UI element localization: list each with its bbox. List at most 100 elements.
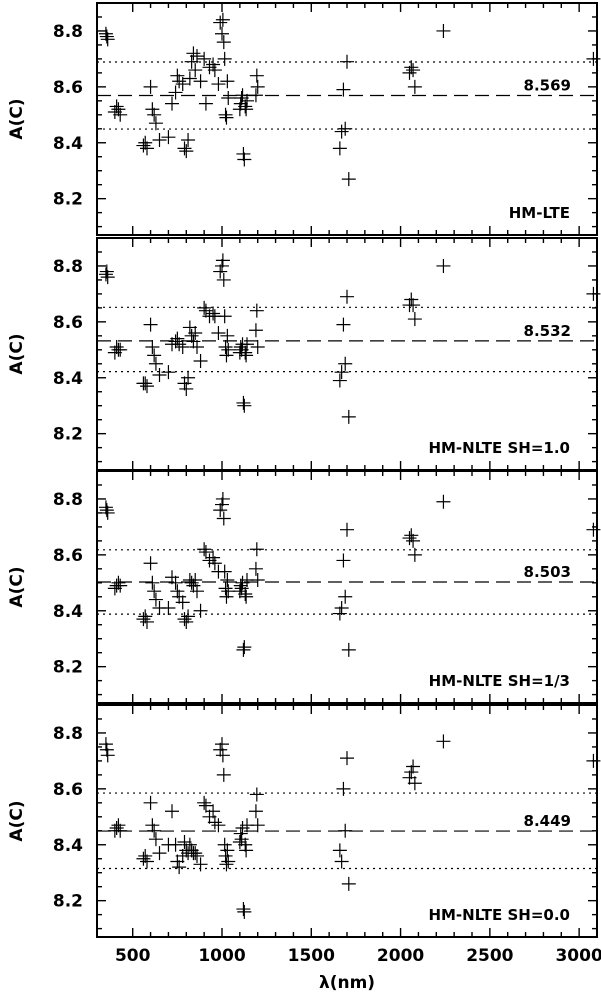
data-point — [234, 832, 249, 847]
data-point — [215, 12, 230, 27]
data-point — [234, 581, 249, 596]
data-point — [202, 60, 217, 75]
data-point — [586, 51, 601, 66]
data-point — [334, 854, 349, 869]
data-point — [216, 511, 231, 526]
data-point — [109, 820, 124, 835]
data-point — [249, 303, 264, 318]
data-point — [136, 138, 151, 153]
data-point — [179, 381, 194, 396]
mean-value-label: 8.503 — [524, 563, 571, 581]
data-point — [111, 818, 126, 833]
data-point — [184, 54, 199, 69]
data-point — [136, 612, 151, 627]
data-point — [211, 818, 226, 833]
y-tick-label: 8.6 — [53, 313, 83, 333]
data-point — [215, 26, 229, 41]
data-point — [165, 96, 179, 111]
data-point — [138, 848, 153, 863]
y-tick-label: 8.6 — [53, 78, 83, 98]
data-point — [236, 395, 251, 410]
data-point — [147, 107, 162, 122]
data-point — [177, 376, 192, 391]
data-point — [100, 32, 115, 47]
data-point — [336, 82, 351, 97]
data-point — [332, 843, 347, 858]
data-point — [99, 742, 114, 757]
data-point — [143, 556, 158, 571]
data-point — [213, 503, 228, 518]
data-point — [332, 606, 347, 621]
data-point — [188, 63, 203, 78]
data-point — [181, 132, 196, 147]
x-tick-label: 2500 — [466, 946, 513, 966]
data-point — [407, 547, 422, 562]
data-point — [168, 837, 183, 852]
data-point — [198, 798, 213, 813]
data-point — [407, 312, 422, 327]
data-point — [249, 787, 264, 802]
panel-label: HM-NLTE SH=1.0 — [428, 439, 570, 457]
data-point — [207, 556, 222, 571]
data-point — [179, 144, 194, 159]
data-point — [407, 79, 422, 94]
data-point — [238, 345, 253, 360]
data-point — [220, 74, 235, 89]
data-point — [341, 172, 356, 187]
data-point — [338, 823, 353, 838]
data-point — [221, 854, 236, 869]
data-point — [336, 317, 351, 332]
data-point — [152, 132, 167, 147]
panel-label: HM-NLTE SH=1/3 — [429, 672, 570, 690]
data-point — [250, 340, 265, 355]
data-point — [165, 804, 179, 819]
data-point — [219, 589, 234, 604]
y-tick-label: 8.6 — [53, 546, 83, 566]
data-point — [216, 272, 231, 287]
data-point — [213, 15, 228, 30]
data-point — [221, 91, 236, 106]
data-point — [215, 748, 230, 763]
data-point — [197, 795, 212, 810]
data-point — [109, 340, 124, 355]
data-point — [99, 264, 114, 279]
data-point — [217, 837, 232, 852]
data-point — [197, 300, 212, 315]
data-point — [239, 348, 254, 363]
data-point — [181, 609, 196, 624]
data-point — [215, 497, 229, 512]
plot-frame — [96, 237, 598, 471]
data-point — [238, 99, 253, 114]
data-point — [188, 326, 203, 341]
data-point — [100, 505, 115, 520]
data-point — [109, 99, 124, 114]
data-point — [100, 270, 115, 285]
panel-label: HM-LTE — [509, 204, 570, 222]
data-point — [406, 298, 421, 313]
data-point — [239, 843, 254, 858]
data-point — [168, 334, 183, 349]
data-point — [138, 135, 153, 150]
data-point — [202, 809, 217, 824]
data-point — [186, 46, 201, 61]
data-point — [239, 102, 254, 117]
data-point — [197, 542, 212, 557]
data-point — [99, 503, 114, 518]
data-point — [186, 578, 201, 593]
data-point — [148, 832, 163, 847]
data-point — [213, 264, 228, 279]
data-point — [215, 737, 229, 752]
y-tick-label: 8.8 — [53, 490, 83, 510]
y-tick-label: 8.8 — [53, 22, 83, 42]
data-point — [436, 258, 451, 273]
data-point — [404, 528, 419, 543]
x-tick-label: 1500 — [288, 946, 335, 966]
data-point — [236, 146, 251, 161]
data-point — [239, 589, 254, 604]
data-point — [240, 337, 254, 352]
data-point — [190, 340, 204, 355]
data-point — [138, 376, 153, 391]
data-point — [206, 804, 221, 819]
data-point — [249, 68, 264, 83]
